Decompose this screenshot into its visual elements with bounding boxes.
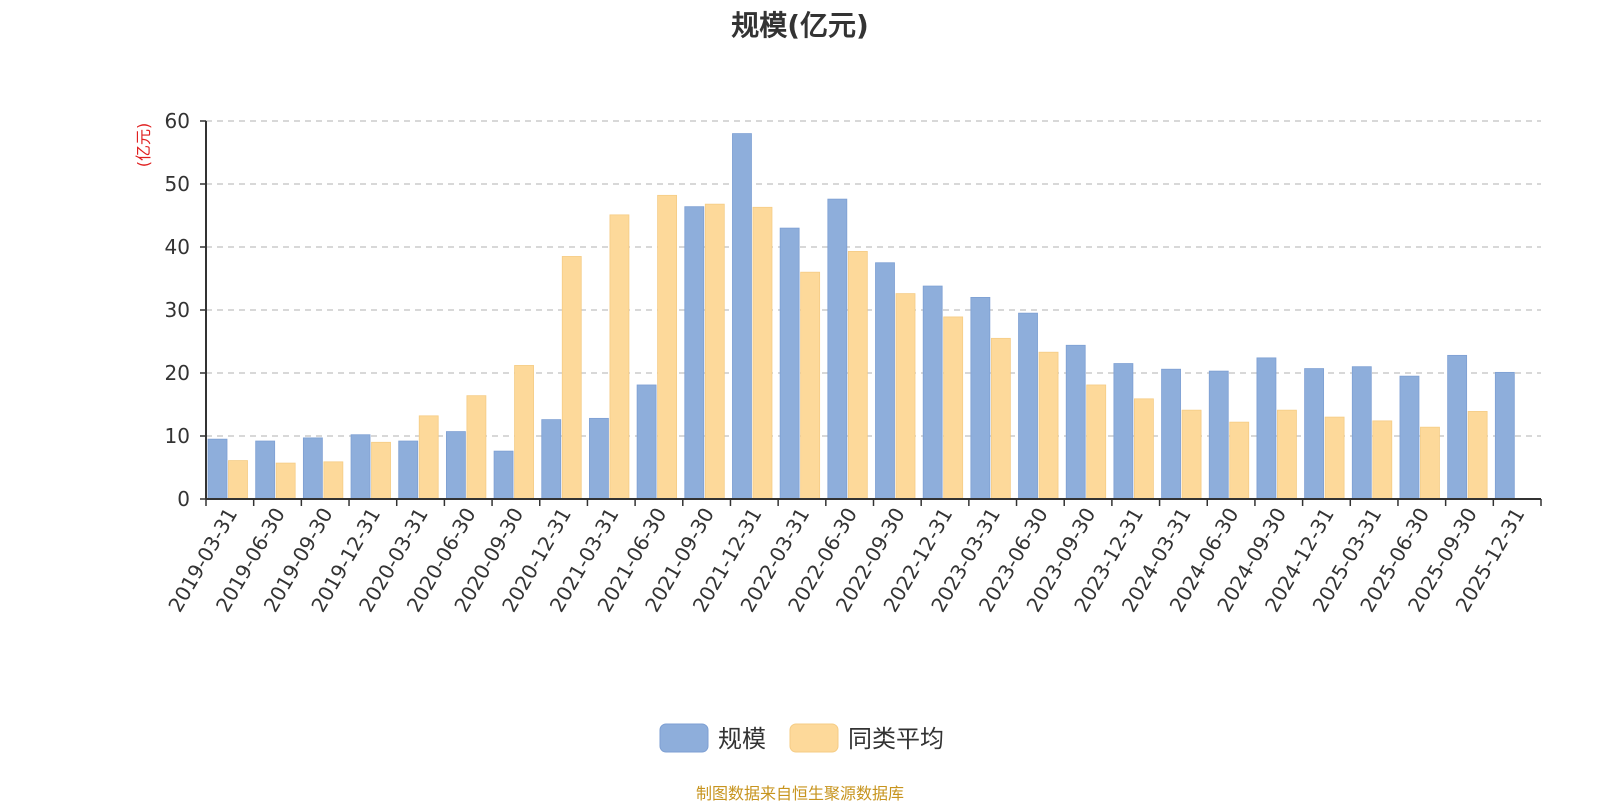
bar-scale: [255, 440, 276, 500]
bar-peer-average: [228, 460, 248, 500]
bar-peer-average: [1229, 421, 1250, 500]
bar-scale: [636, 384, 657, 500]
bar-scale: [1351, 366, 1372, 500]
bar-peer-average: [990, 337, 1011, 500]
bar-scale: [970, 296, 991, 500]
bar-peer-average: [943, 316, 964, 500]
bar-peer-average: [1038, 351, 1059, 500]
bar-scale: [875, 262, 895, 500]
bar-scale: [1494, 371, 1515, 500]
bar-peer-average: [1372, 420, 1393, 500]
bar-scale: [207, 438, 228, 500]
bars: [207, 133, 1515, 500]
bar-peer-average: [1324, 416, 1345, 500]
bar-scale: [493, 450, 514, 500]
y-tick-label: 10: [165, 424, 190, 448]
bar-peer-average: [514, 365, 534, 500]
bar-scale: [1208, 370, 1229, 500]
y-tick-label: 0: [177, 487, 190, 511]
legend-swatch: [789, 723, 839, 753]
legend-swatch: [659, 723, 709, 753]
bar-scale: [541, 419, 562, 500]
bar-peer-average: [466, 395, 487, 500]
bar-scale: [1447, 354, 1468, 500]
bar-scale: [302, 437, 323, 500]
bar-peer-average: [704, 203, 725, 500]
bar-scale: [1399, 375, 1420, 500]
bar-scale: [350, 434, 371, 500]
bar-scale: [1018, 312, 1038, 500]
legend-item-peer-average[interactable]: 同类平均: [789, 723, 944, 753]
chart-title: 规模(亿元): [731, 9, 869, 42]
bar-peer-average: [323, 461, 344, 500]
bar-scale: [732, 133, 752, 500]
bar-scale: [589, 417, 609, 500]
bar-peer-average: [418, 415, 439, 500]
bar-peer-average: [1086, 384, 1107, 500]
legend-label: 规模: [718, 725, 766, 753]
y-tick-label: 30: [165, 298, 190, 322]
bar-scale: [1256, 357, 1277, 500]
y-axis-unit-label: (亿元): [134, 123, 153, 168]
bar-scale: [827, 198, 848, 500]
bar-peer-average: [752, 206, 773, 500]
bar-peer-average: [895, 293, 916, 500]
bar-scale: [922, 285, 943, 500]
bar-peer-average: [1467, 411, 1488, 500]
legend: 规模 同类平均: [659, 723, 944, 753]
y-tick-label: 60: [165, 109, 190, 133]
bar-peer-average: [371, 441, 391, 500]
source-note: 制图数据来自恒生聚源数据库: [695, 784, 904, 803]
bar-peer-average: [1277, 409, 1297, 500]
bar-peer-average: [609, 214, 630, 500]
bar-scale: [1161, 368, 1181, 500]
legend-label: 同类平均: [848, 725, 944, 753]
y-tick-label: 50: [165, 172, 190, 196]
bar-scale: [1113, 363, 1134, 500]
y-tick-label: 20: [165, 361, 190, 385]
bar-peer-average: [1181, 409, 1202, 500]
bar-peer-average: [1133, 398, 1154, 500]
grid-lines: [206, 120, 1541, 437]
bar-scale: [1065, 344, 1086, 500]
bar-scale: [445, 431, 466, 500]
bar-peer-average: [1420, 426, 1440, 500]
bar-peer-average: [800, 271, 821, 500]
bar-peer-average: [657, 194, 678, 500]
bar-scale: [1304, 368, 1325, 500]
bar-peer-average: [561, 256, 582, 500]
legend-item-scale[interactable]: 规模: [659, 723, 766, 753]
bar-scale: [684, 206, 705, 500]
y-tick-label: 40: [165, 235, 190, 259]
bar-scale: [779, 227, 800, 500]
bar-scale: [398, 440, 419, 500]
bar-peer-average: [275, 462, 296, 500]
bar-peer-average: [847, 251, 868, 500]
